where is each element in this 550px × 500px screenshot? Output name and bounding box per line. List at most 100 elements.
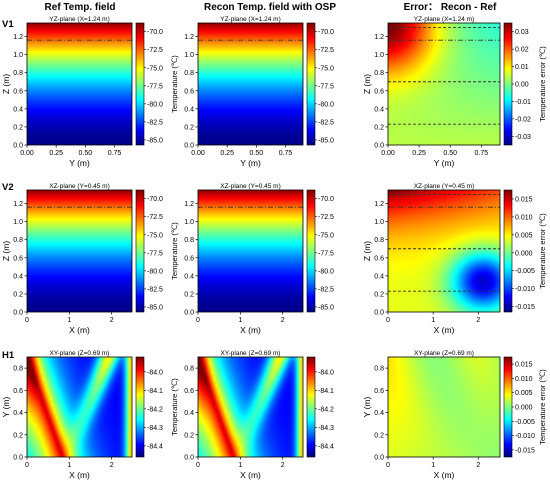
y-tick-label: 0.0 — [374, 143, 384, 150]
colorbar-tick-label: 0.005 — [515, 232, 533, 239]
y-axis-label: Y (m) — [362, 397, 372, 418]
y-tick-label: 1.0 — [374, 219, 384, 226]
y-tick-label: 1.0 — [184, 52, 194, 59]
x-axis-label: X (m) — [240, 470, 261, 480]
x-tick-label: 0.25 — [412, 150, 426, 157]
y-tick-label: 0.0 — [184, 143, 194, 150]
panel-title: XY-plane (Z=0.69 m) — [221, 350, 281, 357]
x-tick-label: 0.25 — [220, 150, 234, 157]
colorbar-label: Temperature error (℃) — [538, 46, 547, 122]
colorbar-tick-label: -0.010 — [515, 433, 535, 440]
colorbar-tick-label: -77.5 — [147, 83, 163, 90]
y-tick-label: 1.2 — [374, 34, 384, 41]
x-tick-label: 0.75 — [475, 150, 489, 157]
y-tick-label: 0.4 — [184, 106, 194, 113]
y-tick-label: 0.8 — [184, 70, 194, 77]
x-tick-label: 0.00 — [381, 150, 395, 157]
y-tick-label: 0.2 — [374, 291, 384, 298]
y-tick-label: 0.8 — [374, 366, 384, 373]
heatmap-image — [27, 23, 132, 145]
colorbar-tick-label: -77.5 — [147, 250, 163, 257]
x-tick-label: 1 — [238, 317, 242, 324]
plot-frame — [387, 356, 501, 458]
colorbar — [135, 189, 145, 313]
colorbar-tick-label: 0.015 — [515, 196, 533, 203]
x-tick-label: 0 — [25, 317, 29, 324]
colorbar-tick-label: -0.03 — [515, 134, 531, 141]
y-tick-label: 1.2 — [184, 34, 194, 41]
x-tick-label: 0.00 — [191, 150, 205, 157]
x-tick-label: 0 — [196, 462, 200, 469]
colorbar-tick-label: -84.1 — [318, 388, 334, 395]
colorbar-label: Temperature (℃) — [170, 55, 179, 113]
colorbar-tick-label: -72.5 — [147, 47, 163, 54]
y-tick-label: 1.0 — [13, 52, 23, 59]
colorbar-tick-label: 0.01 — [515, 64, 529, 71]
row-label-v1: V1 — [2, 19, 14, 30]
colorbar-tick-label: -84.3 — [147, 425, 163, 432]
x-tick-label: 2 — [281, 462, 285, 469]
colorbar — [503, 189, 513, 313]
colorbar-tick-label: -85.0 — [318, 304, 334, 311]
heatmap-image — [388, 190, 500, 312]
colorbar-tick-label: -82.5 — [147, 119, 163, 126]
colorbar-tick-label: 0.000 — [515, 250, 533, 257]
column-title-recon: Recon Temp. field with OSP — [204, 2, 336, 13]
colorbar-label: Temperature (℃) — [170, 378, 179, 436]
colorbar-tick-label: -84.4 — [147, 443, 163, 450]
colorbar-tick-label: -75.0 — [318, 65, 334, 72]
plot-frame — [26, 356, 133, 458]
colorbar-tick-label: -70.0 — [318, 196, 334, 203]
colorbar-tick-label: -80.0 — [318, 101, 334, 108]
colorbar-tick-label: -0.015 — [515, 447, 535, 454]
colorbar-tick-label: 0.000 — [515, 405, 533, 412]
colorbar-tick-label: -84.0 — [318, 369, 334, 376]
x-axis-label: X (m) — [69, 325, 90, 335]
colorbar-tick-label: -72.5 — [318, 47, 334, 54]
y-tick-label: 0.2 — [184, 432, 194, 439]
y-tick-label: 0.6 — [374, 255, 384, 262]
row-label-h1: H1 — [2, 350, 15, 361]
panel-V1-ref: YZ-plane (X=1.24 m) 0.00 0.25 0.50 0.75 Y (m)… — [1, 16, 179, 168]
y-axis-label: Z (m) — [1, 74, 11, 94]
colorbar-tick-label: -0.02 — [515, 116, 531, 123]
colorbar-tick-label: -85.0 — [318, 137, 334, 144]
y-tick-label: 0.6 — [13, 255, 23, 262]
colorbar-tick-label: -0.005 — [515, 419, 535, 426]
x-tick-label: 2 — [476, 462, 480, 469]
y-tick-label: 1.2 — [374, 201, 384, 208]
panel-H1-recon: XY-plane (Z=0.69 m) 0 1 2 X (m) 0.0 0.2 0.4 0.6 0… — [184, 350, 334, 480]
y-tick-label: 0.8 — [184, 366, 194, 373]
y-tick-label: 0.6 — [184, 388, 194, 395]
column-title-error: Error： Recon - Ref — [404, 2, 497, 13]
y-tick-label: 0.8 — [13, 237, 23, 244]
y-tick-label: 0.8 — [184, 237, 194, 244]
colorbar — [306, 356, 316, 458]
plot-frame — [387, 189, 501, 313]
x-tick-label: 1 — [238, 462, 242, 469]
panel-title: YZ-plane (X=1.24 m) — [220, 16, 281, 23]
y-tick-label: 0.6 — [13, 88, 23, 95]
colorbar-tick-label: -0.010 — [515, 286, 535, 293]
colorbar-tick-label: -0.015 — [515, 304, 535, 311]
plot-frame — [26, 22, 133, 146]
colorbar-label: Temperature error (℃) — [538, 369, 547, 445]
panel-H1-ref: XY-plane (Z=0.69 m) 0 1 2 X (m) 0.0 0.2 0.4 0.6 0… — [1, 350, 179, 480]
x-tick-label: 0.50 — [443, 150, 457, 157]
y-tick-label: 1.2 — [13, 34, 23, 41]
colorbar-tick-label: -82.5 — [318, 119, 334, 126]
y-tick-label: 0.0 — [13, 143, 23, 150]
x-tick-label: 0 — [386, 317, 390, 324]
y-tick-label: 0.8 — [13, 366, 23, 373]
x-tick-label: 0.00 — [20, 150, 34, 157]
plot-frame — [387, 22, 501, 146]
x-tick-label: 0.75 — [279, 150, 293, 157]
y-tick-label: 0.0 — [374, 310, 384, 317]
x-tick-label: 1 — [67, 317, 71, 324]
colorbar — [306, 22, 316, 146]
plot-frame — [197, 189, 304, 313]
y-tick-label: 0.8 — [13, 70, 23, 77]
panel-V1-err: YZ-plane (X=1.24 m) 0.00 0.25 0.50 0.75 Y (m)… — [362, 16, 547, 168]
y-tick-label: 0.4 — [13, 273, 23, 280]
colorbar-tick-label: -80.0 — [318, 268, 334, 275]
